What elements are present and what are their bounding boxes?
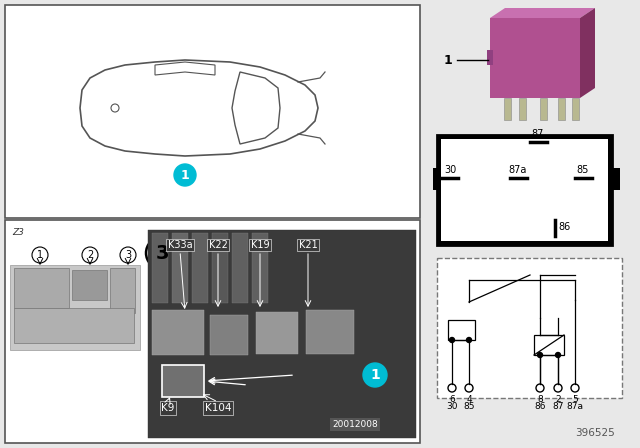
Text: 86: 86 bbox=[534, 402, 546, 411]
Text: 3: 3 bbox=[156, 244, 169, 263]
Bar bbox=[232, 233, 248, 303]
Text: K19: K19 bbox=[251, 240, 269, 250]
Bar bbox=[172, 233, 188, 303]
Bar bbox=[110, 268, 135, 313]
Bar bbox=[14, 308, 134, 343]
Bar bbox=[490, 18, 580, 98]
Bar bbox=[5, 220, 420, 443]
Bar bbox=[572, 98, 579, 120]
Bar bbox=[504, 98, 511, 120]
Text: 30: 30 bbox=[444, 165, 456, 175]
Bar bbox=[72, 270, 107, 300]
Text: 4: 4 bbox=[466, 395, 472, 404]
Text: 6: 6 bbox=[449, 395, 455, 404]
Bar bbox=[162, 365, 204, 397]
Text: 1: 1 bbox=[370, 368, 380, 382]
Circle shape bbox=[467, 337, 472, 343]
Text: 2: 2 bbox=[87, 250, 93, 260]
Bar bbox=[152, 310, 204, 355]
Text: 2: 2 bbox=[555, 395, 561, 404]
Text: 85: 85 bbox=[577, 165, 589, 175]
Bar bbox=[152, 233, 168, 303]
Text: Z3: Z3 bbox=[12, 228, 24, 237]
Bar bbox=[612, 168, 620, 190]
Bar bbox=[212, 233, 228, 303]
Circle shape bbox=[556, 353, 561, 358]
Bar bbox=[10, 265, 140, 350]
Bar bbox=[519, 98, 526, 120]
Text: 1: 1 bbox=[37, 250, 43, 260]
Text: 1: 1 bbox=[444, 53, 452, 66]
Text: 5: 5 bbox=[572, 395, 578, 404]
Bar bbox=[306, 310, 354, 354]
Bar bbox=[437, 258, 622, 398]
Bar bbox=[192, 233, 208, 303]
Text: 396525: 396525 bbox=[575, 428, 615, 438]
Text: K22: K22 bbox=[209, 240, 227, 250]
Text: 86: 86 bbox=[558, 222, 570, 232]
Text: 20012008: 20012008 bbox=[332, 420, 378, 429]
Bar bbox=[558, 98, 565, 120]
Text: 30: 30 bbox=[446, 402, 458, 411]
Text: 87a: 87a bbox=[566, 402, 584, 411]
Text: K33a: K33a bbox=[168, 240, 192, 250]
Text: K21: K21 bbox=[299, 240, 317, 250]
Polygon shape bbox=[580, 8, 595, 98]
Bar bbox=[256, 312, 298, 354]
Text: K104: K104 bbox=[205, 403, 231, 413]
Bar bbox=[148, 230, 416, 438]
Circle shape bbox=[449, 337, 454, 343]
Text: 8: 8 bbox=[537, 395, 543, 404]
Text: 87: 87 bbox=[552, 402, 564, 411]
Bar bbox=[210, 315, 248, 355]
Text: 1: 1 bbox=[180, 168, 189, 181]
Bar bbox=[5, 5, 420, 218]
Circle shape bbox=[174, 164, 196, 186]
Bar bbox=[540, 98, 547, 120]
Bar bbox=[534, 335, 564, 355]
Text: 85: 85 bbox=[463, 402, 475, 411]
Text: 3: 3 bbox=[125, 250, 131, 260]
Circle shape bbox=[538, 353, 543, 358]
Bar bbox=[433, 168, 441, 190]
Bar bbox=[14, 268, 69, 308]
Bar bbox=[448, 320, 475, 340]
Circle shape bbox=[363, 363, 387, 387]
Text: K9: K9 bbox=[161, 403, 175, 413]
Bar bbox=[441, 139, 608, 241]
Polygon shape bbox=[490, 8, 595, 18]
Bar bbox=[437, 135, 612, 245]
Text: 87: 87 bbox=[532, 129, 544, 139]
Text: 87a: 87a bbox=[509, 165, 527, 175]
Bar bbox=[252, 233, 268, 303]
Bar bbox=[487, 50, 493, 65]
